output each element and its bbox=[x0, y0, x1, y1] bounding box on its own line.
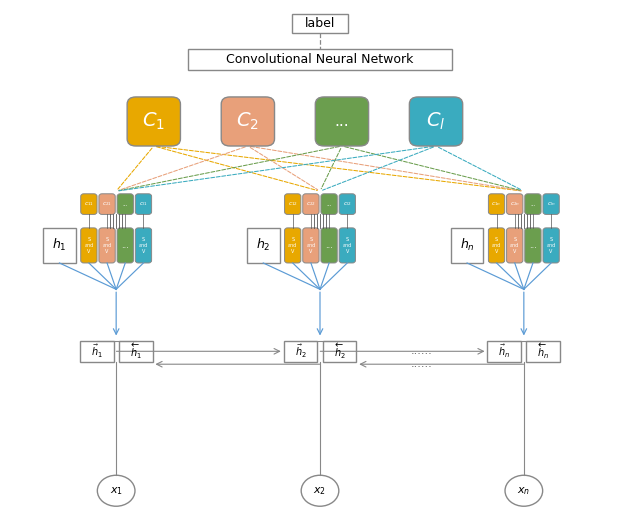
Bar bbox=[451, 228, 483, 263]
Text: $c_{12}$: $c_{12}$ bbox=[288, 200, 298, 208]
FancyBboxPatch shape bbox=[321, 228, 337, 263]
FancyBboxPatch shape bbox=[303, 228, 319, 263]
Bar bbox=[526, 341, 560, 362]
FancyBboxPatch shape bbox=[543, 228, 559, 263]
Circle shape bbox=[301, 475, 339, 506]
Text: ...: ... bbox=[335, 114, 349, 129]
Circle shape bbox=[505, 475, 543, 506]
Bar bbox=[284, 341, 317, 362]
Text: S
and
V: S and V bbox=[492, 237, 501, 253]
Text: $c_{22}$: $c_{22}$ bbox=[306, 200, 316, 208]
Text: Convolutional Neural Network: Convolutional Neural Network bbox=[227, 53, 413, 66]
Text: S
and
V: S and V bbox=[342, 237, 352, 253]
Text: $\vec{h}_1$: $\vec{h}_1$ bbox=[91, 343, 102, 360]
FancyBboxPatch shape bbox=[81, 194, 97, 214]
Text: S
and
V: S and V bbox=[84, 237, 93, 253]
FancyBboxPatch shape bbox=[410, 97, 463, 146]
Bar bbox=[292, 14, 348, 33]
Text: $C_2$: $C_2$ bbox=[236, 111, 259, 132]
Text: S
and
V: S and V bbox=[547, 237, 556, 253]
FancyBboxPatch shape bbox=[339, 194, 355, 214]
FancyBboxPatch shape bbox=[543, 194, 559, 214]
FancyBboxPatch shape bbox=[81, 228, 97, 263]
Text: $C_l$: $C_l$ bbox=[426, 111, 445, 132]
Text: ...: ... bbox=[122, 202, 128, 207]
Text: S
and
V: S and V bbox=[288, 237, 298, 253]
Text: $c_{l1}$: $c_{l1}$ bbox=[139, 200, 148, 208]
Text: ...: ... bbox=[529, 241, 537, 250]
FancyBboxPatch shape bbox=[488, 194, 505, 214]
Text: $c_{ln}$: $c_{ln}$ bbox=[547, 200, 556, 208]
Text: ...: ... bbox=[530, 202, 536, 207]
Text: $x_1$: $x_1$ bbox=[109, 485, 123, 496]
FancyBboxPatch shape bbox=[321, 194, 337, 214]
Bar bbox=[488, 341, 522, 362]
Text: ...: ... bbox=[325, 241, 333, 250]
Text: $\vec{h}_2$: $\vec{h}_2$ bbox=[294, 343, 307, 360]
Bar bbox=[80, 341, 114, 362]
FancyBboxPatch shape bbox=[135, 228, 152, 263]
Text: $\overleftarrow{h}_1$: $\overleftarrow{h}_1$ bbox=[130, 341, 141, 361]
FancyBboxPatch shape bbox=[339, 228, 355, 263]
FancyBboxPatch shape bbox=[285, 228, 301, 263]
FancyBboxPatch shape bbox=[221, 97, 275, 146]
Bar bbox=[118, 341, 152, 362]
Text: ...: ... bbox=[122, 241, 129, 250]
Text: $c_{2n}$: $c_{2n}$ bbox=[509, 200, 520, 208]
Text: ......: ...... bbox=[411, 346, 433, 356]
Bar bbox=[188, 48, 452, 70]
Text: $x_2$: $x_2$ bbox=[314, 485, 326, 496]
FancyBboxPatch shape bbox=[507, 228, 523, 263]
FancyBboxPatch shape bbox=[99, 228, 115, 263]
Text: $h_2$: $h_2$ bbox=[256, 237, 271, 253]
Bar bbox=[43, 228, 76, 263]
Text: $c_{11}$: $c_{11}$ bbox=[84, 200, 94, 208]
Text: S
and
V: S and V bbox=[102, 237, 112, 253]
Circle shape bbox=[97, 475, 135, 506]
Text: $c_{l2}$: $c_{l2}$ bbox=[343, 200, 351, 208]
Bar bbox=[247, 228, 280, 263]
FancyBboxPatch shape bbox=[488, 228, 505, 263]
Text: $C_1$: $C_1$ bbox=[142, 111, 165, 132]
FancyBboxPatch shape bbox=[285, 194, 301, 214]
Text: $\vec{h}_n$: $\vec{h}_n$ bbox=[499, 343, 511, 360]
Text: $x_n$: $x_n$ bbox=[517, 485, 531, 496]
FancyBboxPatch shape bbox=[303, 194, 319, 214]
FancyBboxPatch shape bbox=[127, 97, 180, 146]
Text: S
and
V: S and V bbox=[139, 237, 148, 253]
Text: S
and
V: S and V bbox=[510, 237, 520, 253]
Text: $\overleftarrow{h}_n$: $\overleftarrow{h}_n$ bbox=[537, 341, 549, 361]
FancyBboxPatch shape bbox=[507, 194, 523, 214]
FancyBboxPatch shape bbox=[99, 194, 115, 214]
Text: label: label bbox=[305, 17, 335, 30]
FancyBboxPatch shape bbox=[525, 228, 541, 263]
Text: ...: ... bbox=[326, 202, 332, 207]
Text: $\overleftarrow{h}_2$: $\overleftarrow{h}_2$ bbox=[333, 341, 346, 361]
Text: $h_n$: $h_n$ bbox=[460, 237, 474, 253]
FancyBboxPatch shape bbox=[525, 194, 541, 214]
Text: ......: ...... bbox=[411, 359, 433, 369]
FancyBboxPatch shape bbox=[117, 194, 133, 214]
FancyBboxPatch shape bbox=[117, 228, 133, 263]
Text: $h_1$: $h_1$ bbox=[52, 237, 67, 253]
FancyBboxPatch shape bbox=[316, 97, 369, 146]
Text: $c_{21}$: $c_{21}$ bbox=[102, 200, 112, 208]
FancyBboxPatch shape bbox=[135, 194, 152, 214]
Bar bbox=[323, 341, 356, 362]
Text: $c_{1n}$: $c_{1n}$ bbox=[492, 200, 502, 208]
Text: S
and
V: S and V bbox=[307, 237, 316, 253]
